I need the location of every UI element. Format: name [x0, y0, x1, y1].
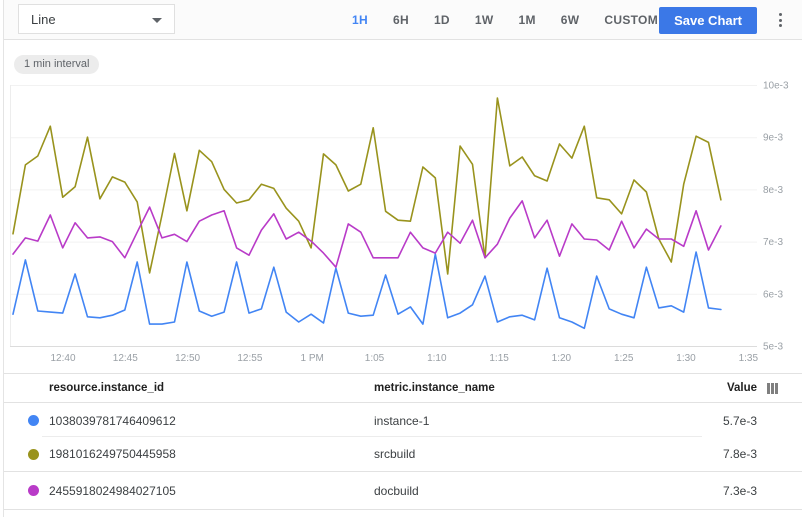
cell-value: 5.7e-3 [722, 413, 757, 428]
time-range-6w[interactable]: 6W [560, 13, 580, 27]
svg-text:1:10: 1:10 [427, 353, 447, 364]
interval-badge: 1 min interval [14, 55, 100, 74]
legend-table-header: resource.instance_id metric.instance_nam… [4, 373, 802, 403]
chart-toolbar: Line 1H 6H 1D 1W 1M 6W CUSTOM Save Chart [4, 0, 802, 40]
cell-instance-id: 1981016249750445958 [49, 447, 176, 461]
time-range-1d[interactable]: 1D [433, 13, 450, 27]
column-header-instance-name: metric.instance_name [374, 382, 495, 394]
table-row[interactable]: 1981016249750445958 srcbuild 7.8e-3 [4, 437, 802, 472]
svg-text:8e-3: 8e-3 [763, 185, 783, 196]
time-range-6h[interactable]: 6H [393, 13, 409, 27]
kebab-menu-icon[interactable] [773, 9, 787, 31]
cell-instance-id: 2455918024984027105 [49, 483, 176, 498]
card-left-border [3, 0, 4, 517]
series-color-dot [28, 415, 39, 426]
svg-text:1:35: 1:35 [739, 353, 759, 364]
time-range-1m[interactable]: 1M [518, 13, 536, 27]
chart-type-dropdown-value: Line [31, 11, 56, 27]
svg-text:12:55: 12:55 [237, 353, 262, 364]
svg-text:1 PM: 1 PM [301, 353, 324, 364]
svg-text:5e-3: 5e-3 [763, 342, 783, 353]
save-chart-button[interactable]: Save Chart [659, 7, 757, 34]
svg-text:1:25: 1:25 [614, 353, 634, 364]
time-range-1h[interactable]: 1H [352, 13, 368, 27]
cell-instance-id: 1038039781746409612 [49, 413, 176, 428]
svg-text:12:45: 12:45 [113, 353, 138, 364]
svg-text:9e-3: 9e-3 [763, 133, 783, 144]
column-selector-icon[interactable] [767, 382, 780, 394]
svg-text:1:20: 1:20 [552, 353, 572, 364]
time-range-1w[interactable]: 1W [474, 13, 494, 27]
cell-value: 7.8e-3 [722, 447, 757, 461]
column-header-value: Value [726, 382, 757, 394]
column-header-instance-id: resource.instance_id [49, 382, 165, 394]
series-color-dot [28, 448, 39, 460]
svg-text:1:30: 1:30 [676, 353, 696, 364]
time-range-custom[interactable]: CUSTOM [604, 13, 658, 27]
svg-text:10e-3: 10e-3 [763, 81, 789, 92]
series-color-dot [28, 485, 39, 496]
svg-text:1:15: 1:15 [489, 353, 509, 364]
time-range-selector: 1H 6H 1D 1W 1M 6W CUSTOM [352, 0, 658, 40]
cell-value: 7.3e-3 [722, 483, 757, 498]
cell-instance-name: docbuild [374, 483, 419, 498]
svg-text:12:50: 12:50 [175, 353, 200, 364]
cell-instance-name: srcbuild [374, 447, 416, 461]
table-row[interactable]: 1038039781746409612 instance-1 5.7e-3 [4, 404, 802, 437]
table-row[interactable]: 2455918024984027105 docbuild 7.3e-3 [4, 472, 802, 510]
cell-instance-name: instance-1 [374, 413, 430, 428]
chevron-down-icon [152, 18, 162, 23]
svg-text:6e-3: 6e-3 [763, 289, 783, 300]
svg-text:1:05: 1:05 [365, 353, 385, 364]
chart-type-dropdown[interactable]: Line [18, 4, 175, 34]
svg-text:12:40: 12:40 [50, 353, 75, 364]
row-divider [42, 436, 702, 437]
svg-text:7e-3: 7e-3 [763, 237, 783, 248]
